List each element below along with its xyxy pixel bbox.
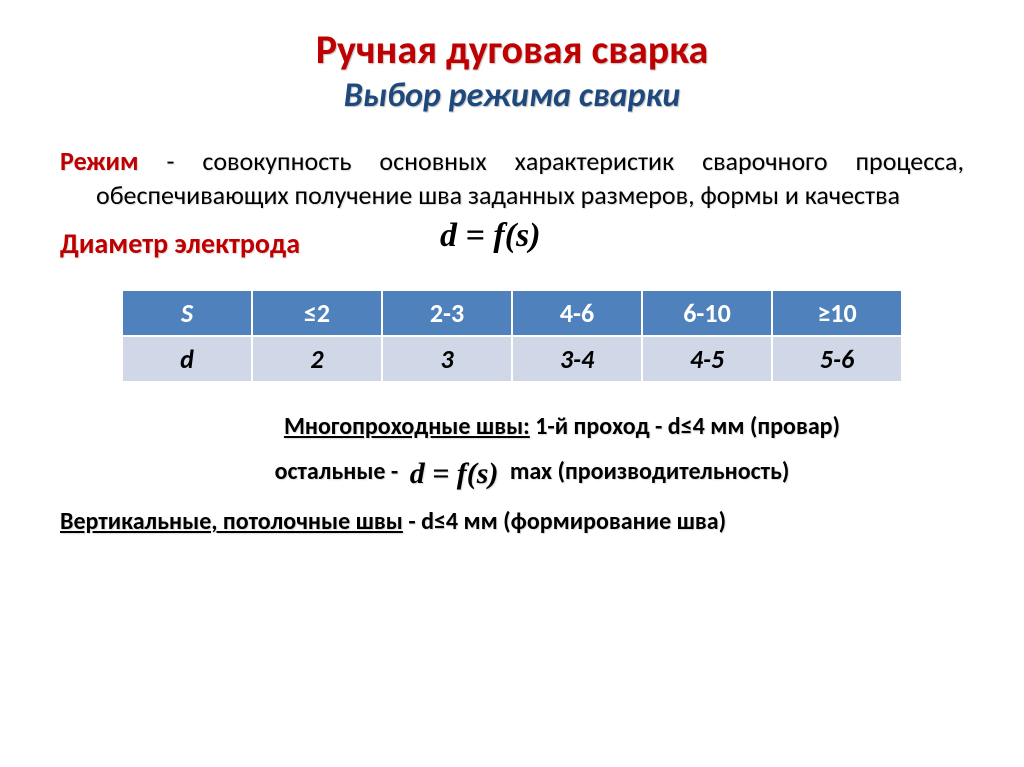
formula-main: d = f(s) <box>440 217 541 255</box>
table-header-cell: 4-6 <box>512 290 642 336</box>
slide-subtitle: Выбор режима сварки <box>60 76 964 117</box>
table-value-cell: 4-5 <box>642 336 772 382</box>
formula-row: d = f(s) <box>60 261 964 263</box>
note2-post: max (производительность) <box>504 457 789 486</box>
table-value-cell: 2 <box>252 336 382 382</box>
note3-underline: Вертикальные, потолочные швы <box>60 507 403 536</box>
electrode-table: S ≤2 2-3 4-6 6-10 ≥10 d 2 3 3-4 4-5 5-6 <box>121 289 903 383</box>
table-header-cell: ≤2 <box>252 290 382 336</box>
slide-title: Ручная дуговая сварка <box>60 28 964 72</box>
note1-underline: Многопроходные швы: <box>284 412 530 441</box>
note-line-3: Вертикальные, потолочные швы - d≤4 мм (ф… <box>60 504 964 540</box>
note2-pre: остальные - <box>275 457 404 486</box>
table-header-cell: ≥10 <box>772 290 902 336</box>
table-value-cell: 5-6 <box>772 336 902 382</box>
table-value-label: d <box>122 336 252 382</box>
slide: Ручная дуговая сварка Выбор режима сварк… <box>0 0 1024 767</box>
definition-text: - совокупность основных характеристик св… <box>96 145 964 211</box>
table-value-cell: 3-4 <box>512 336 642 382</box>
table-header-label: S <box>122 290 252 336</box>
note2-formula: d = f(s) <box>404 457 505 490</box>
table-header-cell: 6-10 <box>642 290 772 336</box>
table-header-cell: 2-3 <box>382 290 512 336</box>
table-value-row: d 2 3 3-4 4-5 5-6 <box>122 336 902 382</box>
definition-paragraph: Режим - совокупность основных характерис… <box>60 145 964 213</box>
note3-rest: - d≤4 мм (формирование шва) <box>403 507 726 536</box>
definition-lead: Режим <box>60 145 139 177</box>
notes-block: Многопроходные швы: 1-й проход - d≤4 мм … <box>60 409 964 540</box>
table-value-cell: 3 <box>382 336 512 382</box>
note-line-2: остальные - d = f(s) max (производительн… <box>60 451 964 496</box>
note1-rest: 1-й проход - d≤4 мм (провар) <box>530 412 840 441</box>
table-header-row: S ≤2 2-3 4-6 6-10 ≥10 <box>122 290 902 336</box>
note-line-1: Многопроходные швы: 1-й проход - d≤4 мм … <box>60 409 964 445</box>
